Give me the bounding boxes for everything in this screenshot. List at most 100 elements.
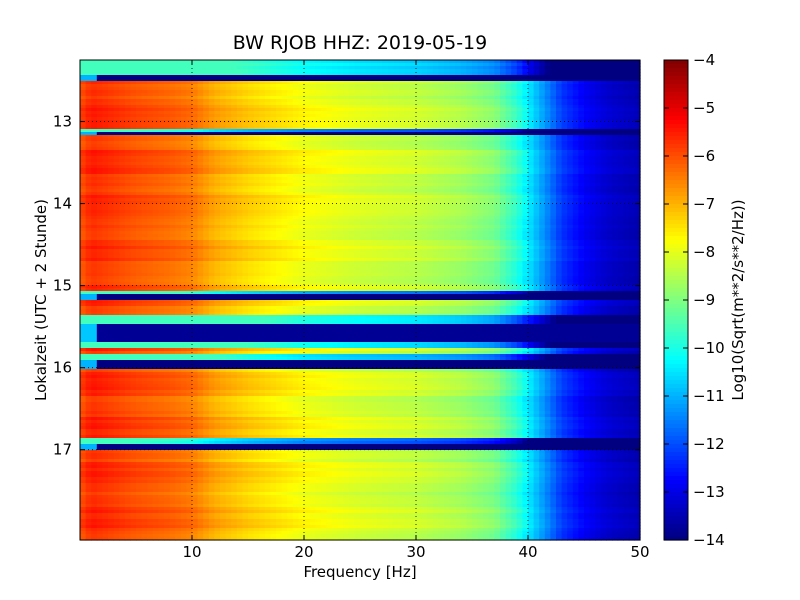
heatmap-cell bbox=[236, 123, 243, 127]
heatmap-cell bbox=[343, 108, 350, 112]
heatmap-cell bbox=[444, 78, 451, 82]
heatmap-cell bbox=[136, 129, 143, 133]
heatmap-cell bbox=[203, 183, 210, 187]
heatmap-cell bbox=[102, 108, 109, 112]
heatmap-cell bbox=[617, 123, 624, 127]
heatmap-cell bbox=[455, 123, 462, 127]
heatmap-cell bbox=[455, 192, 462, 196]
heatmap-cell bbox=[231, 102, 238, 106]
heatmap-cell bbox=[332, 171, 339, 175]
heatmap-cell bbox=[337, 84, 344, 88]
heatmap-cell bbox=[169, 69, 176, 73]
heatmap-cell bbox=[304, 129, 311, 133]
heatmap-cell bbox=[248, 75, 255, 79]
heatmap-cell bbox=[511, 96, 518, 100]
heatmap-cell bbox=[292, 84, 299, 88]
heatmap-cell bbox=[208, 93, 215, 97]
heatmap-cell bbox=[180, 195, 187, 199]
heatmap-cell bbox=[208, 186, 215, 190]
heatmap-cell bbox=[102, 102, 109, 106]
heatmap-cell bbox=[169, 132, 176, 136]
heatmap-cell bbox=[130, 114, 137, 118]
heatmap-cell bbox=[589, 72, 596, 76]
heatmap-cell bbox=[220, 180, 227, 184]
heatmap-cell bbox=[108, 123, 115, 127]
heatmap-cell bbox=[136, 159, 143, 163]
heatmap-cell bbox=[141, 66, 148, 70]
heatmap-cell bbox=[231, 174, 238, 178]
heatmap-cell bbox=[130, 183, 137, 187]
heatmap-cell bbox=[516, 60, 523, 64]
heatmap-cell bbox=[561, 108, 568, 112]
heatmap-cell bbox=[180, 96, 187, 100]
heatmap-cell bbox=[466, 114, 473, 118]
heatmap-cell bbox=[220, 147, 227, 151]
heatmap-cell bbox=[544, 81, 551, 85]
heatmap-cell bbox=[516, 108, 523, 112]
heatmap-cell bbox=[528, 87, 535, 91]
heatmap-cell bbox=[186, 174, 193, 178]
heatmap-cell bbox=[130, 87, 137, 91]
heatmap-cell bbox=[404, 93, 411, 97]
heatmap-cell bbox=[533, 147, 540, 151]
heatmap-cell bbox=[354, 105, 361, 109]
heatmap-cell bbox=[595, 159, 602, 163]
heatmap-cell bbox=[348, 75, 355, 79]
heatmap-cell bbox=[365, 189, 372, 193]
heatmap-cell bbox=[281, 96, 288, 100]
heatmap-cell bbox=[404, 135, 411, 139]
heatmap-cell bbox=[438, 105, 445, 109]
heatmap-cell bbox=[399, 174, 406, 178]
heatmap-cell bbox=[376, 153, 383, 157]
heatmap-cell bbox=[556, 87, 563, 91]
heatmap-cell bbox=[522, 81, 529, 85]
heatmap-cell bbox=[231, 165, 238, 169]
heatmap-cell bbox=[466, 87, 473, 91]
heatmap-cell bbox=[292, 141, 299, 145]
heatmap-cell bbox=[102, 84, 109, 88]
heatmap-cell bbox=[371, 78, 378, 82]
heatmap-cell bbox=[315, 129, 322, 133]
heatmap-cell bbox=[270, 186, 277, 190]
heatmap-cell bbox=[427, 153, 434, 157]
heatmap-cell bbox=[287, 159, 294, 163]
heatmap-cell bbox=[360, 150, 367, 154]
heatmap-cell bbox=[393, 174, 400, 178]
heatmap-cell bbox=[556, 144, 563, 148]
heatmap-cell bbox=[584, 105, 591, 109]
heatmap-cell bbox=[270, 63, 277, 67]
heatmap-cell bbox=[500, 87, 507, 91]
heatmap-cell bbox=[539, 174, 546, 178]
heatmap-cell bbox=[264, 63, 271, 67]
heatmap-cell bbox=[488, 126, 495, 130]
heatmap-cell bbox=[343, 72, 350, 76]
heatmap-cell bbox=[259, 66, 266, 70]
heatmap-cell bbox=[388, 84, 395, 88]
heatmap-cell bbox=[320, 60, 327, 64]
heatmap-cell bbox=[264, 81, 271, 85]
heatmap-cell bbox=[236, 63, 243, 67]
heatmap-cell bbox=[192, 156, 199, 160]
heatmap-cell bbox=[438, 126, 445, 130]
heatmap-cell bbox=[522, 105, 529, 109]
heatmap-cell bbox=[511, 120, 518, 124]
heatmap-cell bbox=[147, 72, 154, 76]
heatmap-cell bbox=[203, 129, 210, 133]
heatmap-cell bbox=[522, 132, 529, 136]
heatmap-cell bbox=[208, 165, 215, 169]
heatmap-cell bbox=[175, 180, 182, 184]
heatmap-cell bbox=[259, 72, 266, 76]
heatmap-cell bbox=[421, 153, 428, 157]
heatmap-cell bbox=[158, 183, 165, 187]
heatmap-cell bbox=[511, 141, 518, 145]
heatmap-cell bbox=[612, 99, 619, 103]
heatmap-cell bbox=[455, 147, 462, 151]
heatmap-cell bbox=[270, 168, 277, 172]
heatmap-cell bbox=[326, 180, 333, 184]
heatmap-cell bbox=[494, 183, 501, 187]
heatmap-cell bbox=[96, 159, 103, 163]
heatmap-cell bbox=[298, 72, 305, 76]
heatmap-cell bbox=[309, 81, 316, 85]
heatmap-cell bbox=[477, 102, 484, 106]
heatmap-cell bbox=[242, 159, 249, 163]
